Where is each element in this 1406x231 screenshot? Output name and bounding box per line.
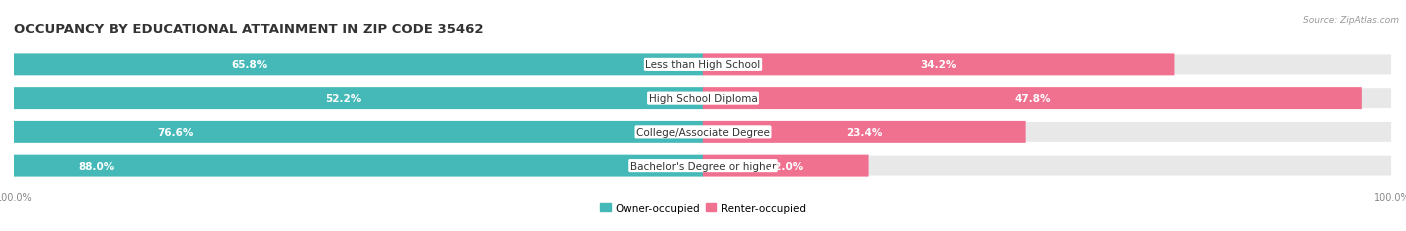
FancyBboxPatch shape: [0, 54, 703, 76]
Text: 52.2%: 52.2%: [325, 94, 361, 104]
Text: 76.6%: 76.6%: [157, 127, 194, 137]
FancyBboxPatch shape: [0, 88, 703, 110]
Text: College/Associate Degree: College/Associate Degree: [636, 127, 770, 137]
FancyBboxPatch shape: [14, 121, 1392, 143]
FancyBboxPatch shape: [14, 54, 1392, 76]
Text: 65.8%: 65.8%: [232, 60, 267, 70]
FancyBboxPatch shape: [703, 54, 1174, 76]
FancyBboxPatch shape: [14, 88, 1392, 110]
FancyBboxPatch shape: [703, 88, 1362, 110]
Text: 47.8%: 47.8%: [1014, 94, 1050, 104]
FancyBboxPatch shape: [0, 121, 703, 143]
Text: Less than High School: Less than High School: [645, 60, 761, 70]
FancyBboxPatch shape: [0, 155, 703, 177]
Text: Source: ZipAtlas.com: Source: ZipAtlas.com: [1303, 16, 1399, 25]
Text: 34.2%: 34.2%: [921, 60, 957, 70]
Text: High School Diploma: High School Diploma: [648, 94, 758, 104]
Text: Bachelor's Degree or higher: Bachelor's Degree or higher: [630, 161, 776, 171]
Text: 88.0%: 88.0%: [79, 161, 115, 171]
Text: 12.0%: 12.0%: [768, 161, 804, 171]
FancyBboxPatch shape: [14, 155, 1392, 177]
FancyBboxPatch shape: [703, 155, 869, 177]
Legend: Owner-occupied, Renter-occupied: Owner-occupied, Renter-occupied: [596, 198, 810, 217]
Text: 23.4%: 23.4%: [846, 127, 883, 137]
FancyBboxPatch shape: [703, 121, 1025, 143]
Text: OCCUPANCY BY EDUCATIONAL ATTAINMENT IN ZIP CODE 35462: OCCUPANCY BY EDUCATIONAL ATTAINMENT IN Z…: [14, 23, 484, 36]
